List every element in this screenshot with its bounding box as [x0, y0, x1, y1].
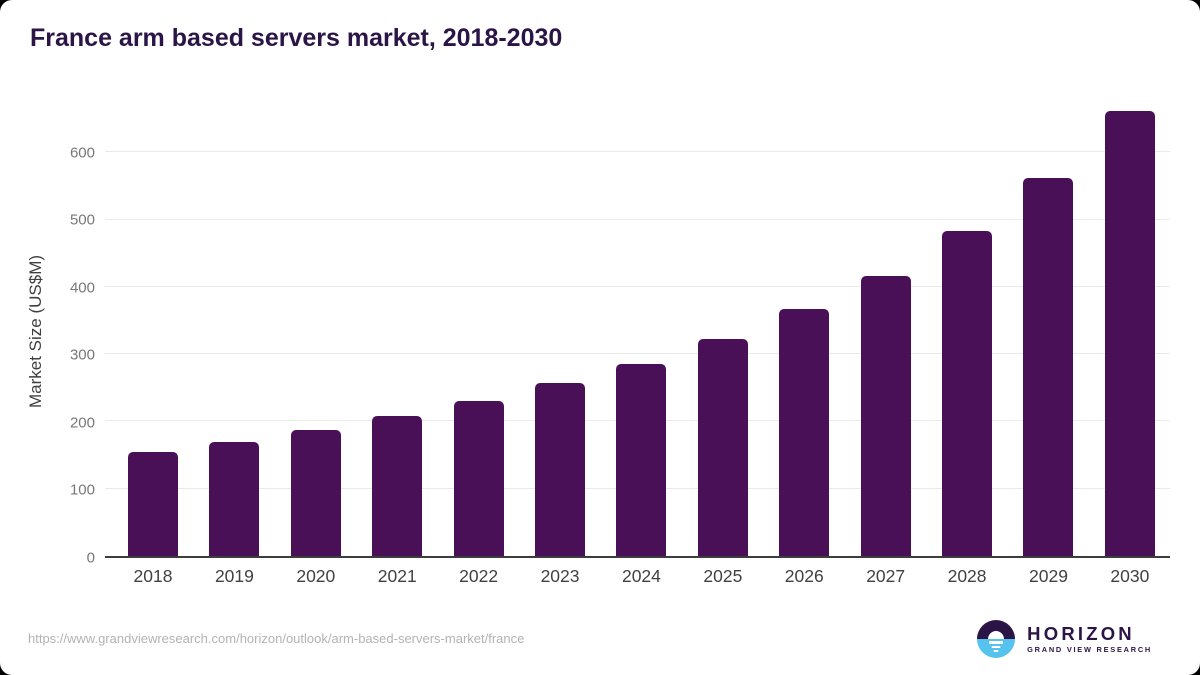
logo-reflection-line — [991, 645, 1001, 648]
bar-2028[interactable] — [942, 231, 993, 556]
bar-2025[interactable] — [697, 338, 748, 556]
bar-2022[interactable] — [453, 401, 504, 556]
x-tick-label-2025: 2025 — [703, 566, 743, 586]
x-tick-label-2020: 2020 — [296, 566, 336, 586]
x-tick-label-2026: 2026 — [784, 566, 824, 586]
gridline-300 — [105, 353, 1170, 355]
y-tick-label-300: 300 — [69, 346, 95, 364]
y-tick-label-600: 600 — [69, 144, 95, 162]
y-tick-label-0: 0 — [86, 549, 95, 567]
x-tick-label-2028: 2028 — [947, 566, 987, 586]
logo-sky-half — [977, 620, 1016, 639]
bar-2021[interactable] — [372, 416, 423, 556]
gridline-600 — [105, 151, 1170, 153]
y-tick-label-400: 400 — [69, 279, 95, 297]
horizon-logo: HORIZON GRAND VIEW RESEARCH — [977, 618, 1152, 660]
bar-2030[interactable] — [1104, 111, 1155, 556]
x-axis-labels: 2018 2019 2020 2021 2022 2023 2024 2025 2026 2027… — [105, 566, 1170, 587]
y-tick-label-500: 500 — [69, 211, 95, 229]
bar-2019[interactable] — [209, 441, 260, 556]
x-tick-label-2030: 2030 — [1110, 566, 1150, 586]
bars — [105, 104, 1170, 556]
bar-2024[interactable] — [616, 363, 667, 556]
horizon-sunset-logo-icon — [977, 620, 1016, 658]
bar-2023[interactable] — [535, 383, 586, 556]
logo-brand-name: HORIZON — [1027, 622, 1135, 644]
source-url: https://www.grandviewresearch.com/horizo… — [28, 631, 525, 646]
gridline-400 — [105, 285, 1170, 287]
logo-sun-shape — [988, 631, 1005, 639]
x-tick-label-2029: 2029 — [1029, 566, 1068, 586]
x-tick-label-2018: 2018 — [133, 566, 173, 586]
chart-title: France arm based servers market, 2018-20… — [30, 24, 563, 52]
x-tick-label-2021: 2021 — [377, 566, 417, 586]
y-tick-label-200: 200 — [69, 414, 95, 432]
x-tick-label-2027: 2027 — [866, 566, 906, 586]
y-tick-label-100: 100 — [69, 481, 95, 499]
logo-text: HORIZON GRAND VIEW RESEARCH — [1027, 622, 1152, 655]
logo-sea-half — [977, 639, 1016, 658]
logo-brand-subtitle: GRAND VIEW RESEARCH — [1027, 645, 1152, 655]
x-tick-label-2023: 2023 — [540, 566, 580, 586]
bar-2029[interactable] — [1023, 178, 1074, 556]
logo-reflection-line — [989, 641, 1004, 644]
x-tick-label-2019: 2019 — [214, 566, 254, 586]
plot-area — [105, 104, 1170, 558]
logo-reflection-line — [993, 650, 999, 652]
bar-2018[interactable] — [128, 452, 178, 556]
y-axis-ticks: 0 100 200 300 400 500 600 — [40, 104, 95, 565]
gridline-500 — [105, 218, 1170, 220]
bar-2020[interactable] — [290, 430, 341, 556]
bar-2027[interactable] — [860, 275, 911, 556]
x-tick-label-2022: 2022 — [459, 566, 499, 586]
x-tick-label-2024: 2024 — [621, 566, 661, 586]
bar-2026[interactable] — [779, 309, 830, 556]
